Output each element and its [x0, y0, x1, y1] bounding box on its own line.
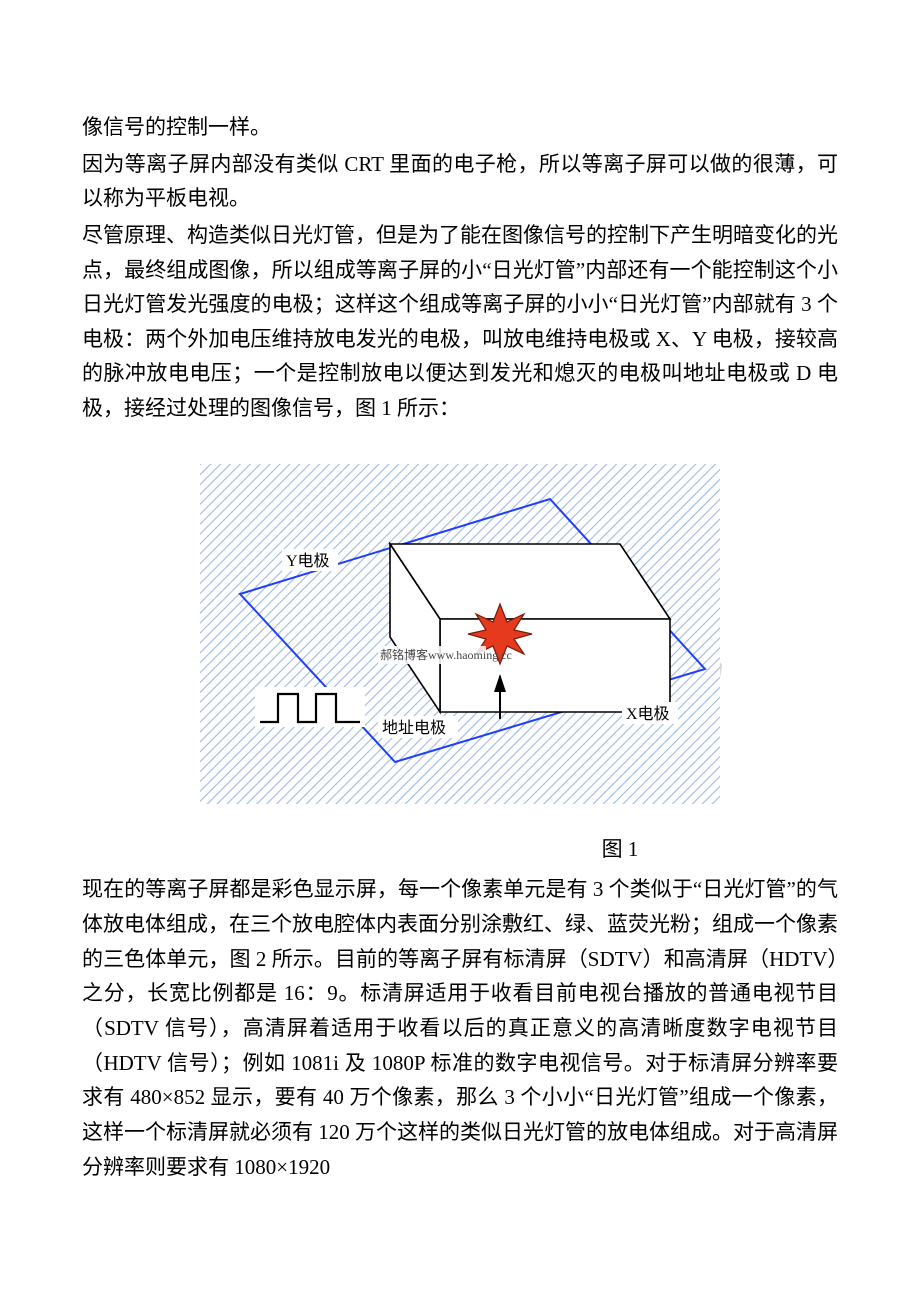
- blog-text: 郝铭博客www.haoming.cc: [380, 647, 512, 662]
- paragraph-1: 像信号的控制一样。: [82, 110, 838, 145]
- x-electrode-label: X电极: [626, 705, 670, 723]
- figure-1-caption: 图 1: [82, 832, 838, 867]
- figure-1-svg: Y电极 X电极 地址电极 郝铭博客www.haoming.cc: [200, 464, 720, 804]
- y-electrode-label: Y电极: [286, 552, 330, 570]
- addr-electrode-label: 地址电极: [382, 719, 446, 737]
- paragraph-3: 尽管原理、构造类似日光灯管，但是为了能在图像信号的控制下产生明暗变化的光点，最终…: [82, 218, 838, 426]
- paragraph-4: 现在的等离子屏都是彩色显示屏，每一个像素单元是有 3 个类似于“日光灯管”的气体…: [82, 872, 838, 1184]
- figure-1: www.bdocx.com: [200, 464, 720, 804]
- paragraph-2: 因为等离子屏内部没有类似 CRT 里面的电子枪，所以等离子屏可以做的很薄，可以称…: [82, 147, 838, 216]
- figure-1-container: www.bdocx.com: [82, 464, 838, 804]
